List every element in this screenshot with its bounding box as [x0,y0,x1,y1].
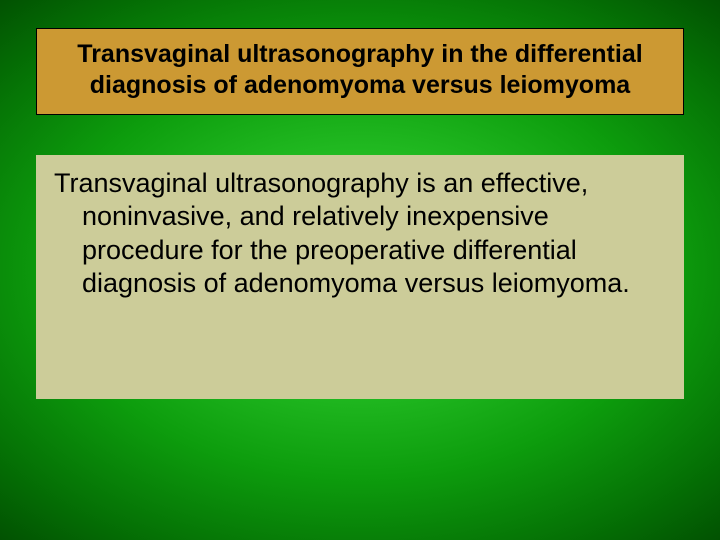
title-box: Transvaginal ultrasonography in the diff… [36,28,684,115]
slide-title: Transvaginal ultrasonography in the diff… [51,39,669,102]
slide-body-text: Transvaginal ultrasonography is an effec… [54,167,666,301]
body-box: Transvaginal ultrasonography is an effec… [36,155,684,399]
